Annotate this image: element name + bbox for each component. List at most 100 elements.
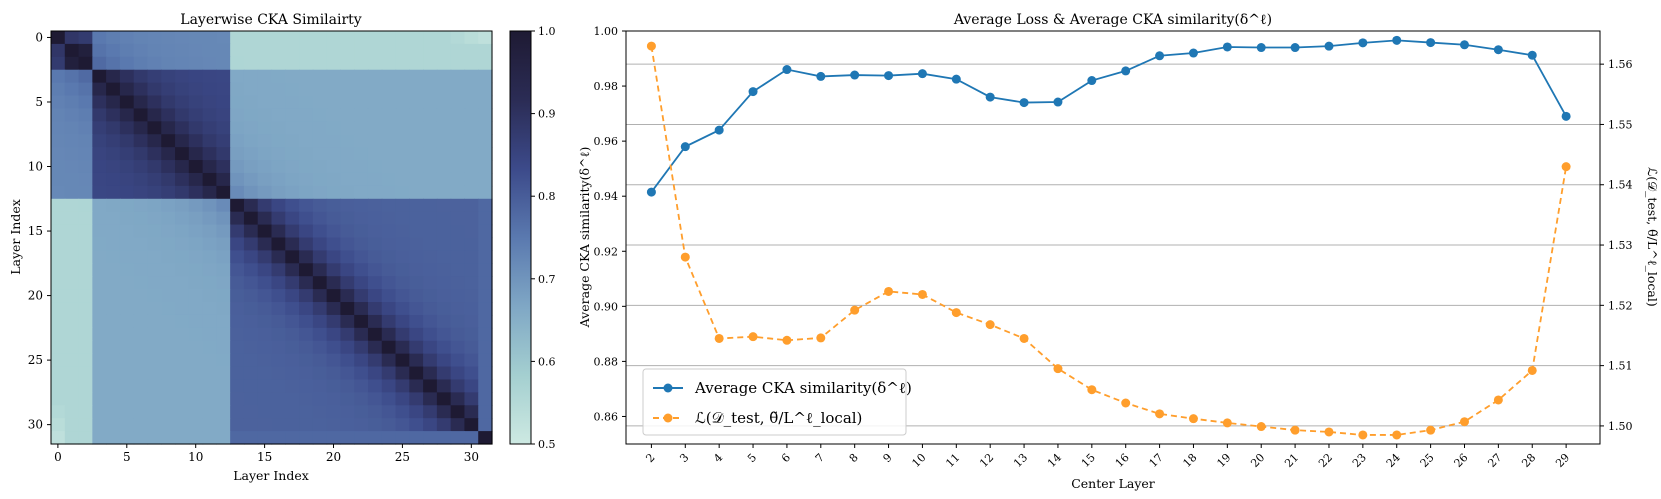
linechart-right-tick-label: 1.56 [1608, 58, 1633, 71]
heatmap-cell [257, 211, 273, 226]
heatmap-cell [133, 185, 149, 200]
heatmap-cell [436, 31, 452, 45]
heatmap-cell [299, 379, 314, 393]
heatmap-cell [243, 418, 259, 432]
series-point-0 [1358, 38, 1368, 48]
heatmap-cell [367, 172, 383, 187]
series-point-1 [646, 41, 656, 51]
heatmap-cell [119, 147, 135, 161]
heatmap-cell [119, 56, 135, 71]
linechart-x-tick-label: 9 [881, 451, 895, 465]
heatmap-cell [147, 82, 162, 97]
heatmap-cell [119, 224, 135, 239]
heatmap-cell [285, 224, 300, 239]
heatmap-cell [92, 69, 107, 84]
heatmap-cell [257, 43, 273, 58]
heatmap-cell [409, 31, 424, 45]
heatmap-cell [216, 237, 231, 252]
heatmap-cell [161, 134, 176, 148]
heatmap-cell [271, 160, 286, 174]
heatmap-cell [367, 224, 383, 239]
heatmap-cell [175, 82, 190, 97]
heatmap-cell [423, 353, 438, 368]
heatmap-cell [464, 353, 479, 368]
heatmap-cell [230, 95, 245, 110]
heatmap-cell [216, 353, 231, 368]
linechart-left-tick-label: 0.88 [594, 355, 619, 368]
heatmap-cell [51, 276, 66, 290]
heatmap-cell [147, 431, 162, 445]
heatmap-cell [271, 108, 286, 122]
heatmap-cell [257, 366, 273, 381]
heatmap-cell [409, 302, 424, 316]
heatmap-cell [243, 314, 259, 329]
heatmap-cell [51, 82, 66, 97]
heatmap-cell [175, 160, 190, 174]
heatmap-cell [354, 340, 369, 355]
heatmap-cell [106, 147, 121, 161]
heatmap-cell [464, 289, 479, 303]
heatmap-cell [230, 224, 245, 239]
heatmap-cell [257, 418, 273, 432]
heatmap-cell [147, 121, 162, 135]
heatmap-cell [367, 185, 383, 200]
heatmap-cell [133, 43, 149, 58]
heatmap-cell [175, 366, 190, 381]
heatmap-cell [243, 405, 259, 419]
heatmap-cell [436, 418, 452, 432]
heatmap-cell [436, 340, 452, 355]
series-point-0 [714, 125, 724, 135]
heatmap-cell [367, 237, 383, 252]
legend-marker-cka [663, 383, 673, 393]
heatmap-cell [230, 392, 245, 406]
heatmap-cell [92, 198, 107, 213]
linechart-right-tick-label: 1.55 [1608, 118, 1633, 131]
heatmap-cell [367, 340, 383, 355]
heatmap-cell [409, 366, 424, 381]
heatmap-cell [147, 276, 162, 290]
heatmap-cell [175, 250, 190, 264]
heatmap-cell [230, 340, 245, 355]
heatmap-cell [409, 405, 424, 419]
linechart-x-tick-label: 20 [1248, 451, 1267, 470]
heatmap-cell [340, 327, 355, 342]
heatmap-cell [354, 250, 369, 264]
heatmap-cell [409, 95, 424, 110]
heatmap-cell [354, 211, 369, 226]
heatmap-cell [395, 95, 410, 110]
heatmap-cell [92, 43, 107, 58]
heatmap-cell [367, 211, 383, 226]
heatmap-cell [436, 185, 452, 200]
heatmap-cell [216, 366, 231, 381]
heatmap-cell [478, 289, 493, 303]
heatmap-cell [478, 431, 493, 445]
heatmap-cell [271, 185, 286, 200]
heatmap-cell [367, 147, 383, 161]
heatmap-cell [51, 431, 66, 445]
heatmap-cell [64, 276, 80, 290]
heatmap-cell [230, 418, 245, 432]
heatmap-cell [450, 198, 466, 213]
heatmap-cell [188, 224, 204, 239]
colorbar-tick-label: 0.7 [538, 273, 556, 286]
heatmap-cell [450, 250, 466, 264]
heatmap-cell [450, 392, 466, 406]
heatmap-cell [175, 43, 190, 58]
heatmap-cell [354, 121, 369, 135]
heatmap-cell [202, 198, 217, 213]
heatmap-cell [243, 289, 259, 303]
heatmap-cell [478, 314, 493, 329]
heatmap-cell [299, 392, 314, 406]
heatmap-cell [216, 276, 231, 290]
heatmap-cell [423, 366, 438, 381]
heatmap-cell [340, 340, 355, 355]
heatmap-cell [78, 289, 93, 303]
heatmap-cell [285, 108, 300, 122]
heatmap-cell [92, 121, 107, 135]
heatmap-cell [106, 263, 121, 277]
series-point-1 [1087, 385, 1097, 395]
series-point-0 [1053, 97, 1063, 107]
heatmap-cell [312, 56, 328, 71]
heatmap-cell [312, 31, 328, 45]
